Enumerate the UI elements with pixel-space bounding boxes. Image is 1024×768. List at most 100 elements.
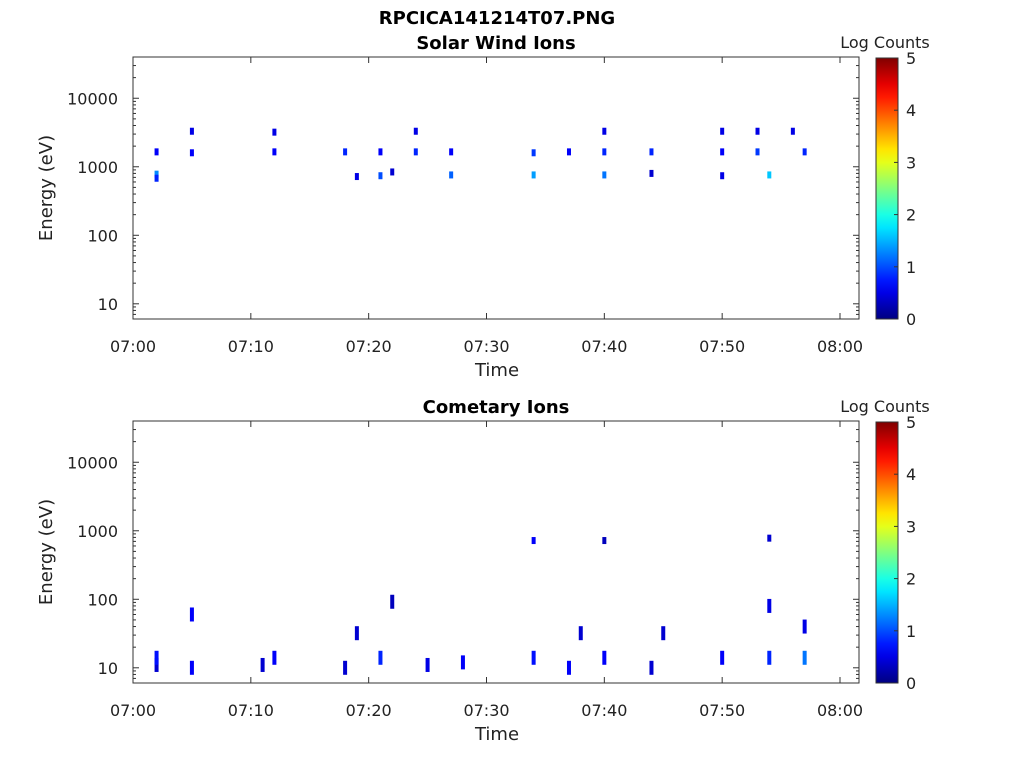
data-cell (578, 626, 583, 641)
data-cell (802, 148, 807, 156)
data-cell (531, 537, 536, 545)
colorbar-scale (875, 421, 899, 684)
panel-title: Cometary Ions (423, 397, 570, 418)
x-tick-label: 07:50 (699, 337, 745, 356)
data-cell (449, 171, 454, 179)
data-cell (790, 127, 795, 135)
x-tick-label: 07:30 (463, 701, 509, 720)
data-cell (272, 650, 277, 665)
data-cell (720, 650, 725, 665)
colorbar-tick-label: 2 (906, 206, 916, 225)
colorbar-tick-label: 5 (906, 413, 916, 432)
data-cell (425, 657, 430, 672)
data-cell (378, 172, 383, 180)
data-cell (154, 174, 159, 182)
data-cell (354, 626, 359, 641)
plot-frame (132, 420, 860, 684)
data-cell (390, 594, 395, 609)
y-tick-label: 100 (87, 590, 118, 609)
data-cell (566, 660, 571, 675)
colorbar-tick-label: 1 (906, 622, 916, 641)
data-cell (602, 650, 607, 665)
data-cell (602, 171, 607, 179)
x-tick-label: 07:40 (581, 701, 627, 720)
colorbar-tick-label: 2 (906, 570, 916, 589)
colorbar-tick-label: 1 (906, 258, 916, 277)
data-cell (460, 655, 465, 670)
data-cell (802, 650, 807, 665)
x-tick-label: 07:00 (110, 701, 156, 720)
y-tick-label: 1000 (77, 158, 118, 177)
panel-1: 07:00 07:10 07:20 07:30 07:40 07:50 08:0010100… (36, 397, 930, 745)
panel-0: 07:00 07:10 07:20 07:30 07:40 07:50 08:0010100… (36, 33, 930, 381)
x-tick-label: 07:10 (228, 337, 274, 356)
data-cell (272, 128, 277, 136)
data-cell (343, 148, 348, 156)
data-cell (649, 148, 654, 156)
data-cell (343, 660, 348, 675)
data-cell (378, 650, 383, 665)
data-cell (661, 626, 666, 641)
data-cell (189, 127, 194, 135)
colorbar-tick-label: 3 (906, 517, 916, 536)
x-tick-label: 07:50 (699, 701, 745, 720)
colorbar-tick-label: 4 (906, 465, 916, 484)
data-cell (189, 149, 194, 157)
data-cell (390, 168, 395, 176)
data-cell (767, 598, 772, 613)
x-tick-label: 08:00 (817, 701, 863, 720)
data-cell (272, 148, 277, 156)
y-tick-label: 1000 (77, 522, 118, 541)
data-cell (354, 173, 359, 181)
x-axis-label: Time (474, 724, 519, 745)
data-cell (802, 619, 807, 634)
data-cell (531, 149, 536, 157)
data-cell (649, 169, 654, 177)
x-tick-label: 08:00 (817, 337, 863, 356)
y-tick-label: 10 (98, 659, 118, 678)
data-cell (531, 650, 536, 665)
data-cell (189, 660, 194, 675)
x-tick-label: 07:40 (581, 337, 627, 356)
x-tick-label: 07:20 (346, 701, 392, 720)
data-cell (767, 534, 772, 542)
data-cell (649, 660, 654, 675)
data-cell (602, 537, 607, 545)
data-cell (413, 148, 418, 156)
data-cell (531, 171, 536, 179)
colorbar-tick-label: 0 (906, 674, 916, 693)
data-cell (154, 650, 159, 665)
data-cell (413, 127, 418, 135)
data-cell (767, 171, 772, 179)
y-tick-label: 10000 (67, 453, 118, 472)
data-cell (720, 148, 725, 156)
data-cell (720, 127, 725, 135)
panel-title: Solar Wind Ions (416, 33, 575, 54)
colorbar-scale (875, 57, 899, 320)
colorbar-tick-label: 3 (906, 153, 916, 172)
data-cell (720, 172, 725, 180)
data-cell (755, 148, 760, 156)
data-cell (602, 127, 607, 135)
colorbar-tick-label: 5 (906, 49, 916, 68)
data-cell (154, 170, 159, 178)
data-cell (189, 607, 194, 622)
data-cell (566, 148, 571, 156)
y-tick-label: 10000 (67, 89, 118, 108)
data-cell (767, 650, 772, 665)
plot-frame (132, 56, 860, 320)
x-tick-label: 07:00 (110, 337, 156, 356)
colorbar-label: Log Counts (840, 33, 930, 52)
y-tick-label: 10 (98, 295, 118, 314)
x-axis-label: Time (474, 360, 519, 381)
y-tick-label: 100 (87, 226, 118, 245)
data-cell (755, 127, 760, 135)
data-cell (449, 148, 454, 156)
y-axis-label: Energy (eV) (36, 135, 57, 241)
colorbar-label: Log Counts (840, 397, 930, 416)
x-tick-label: 07:10 (228, 701, 274, 720)
data-cell (154, 148, 159, 156)
